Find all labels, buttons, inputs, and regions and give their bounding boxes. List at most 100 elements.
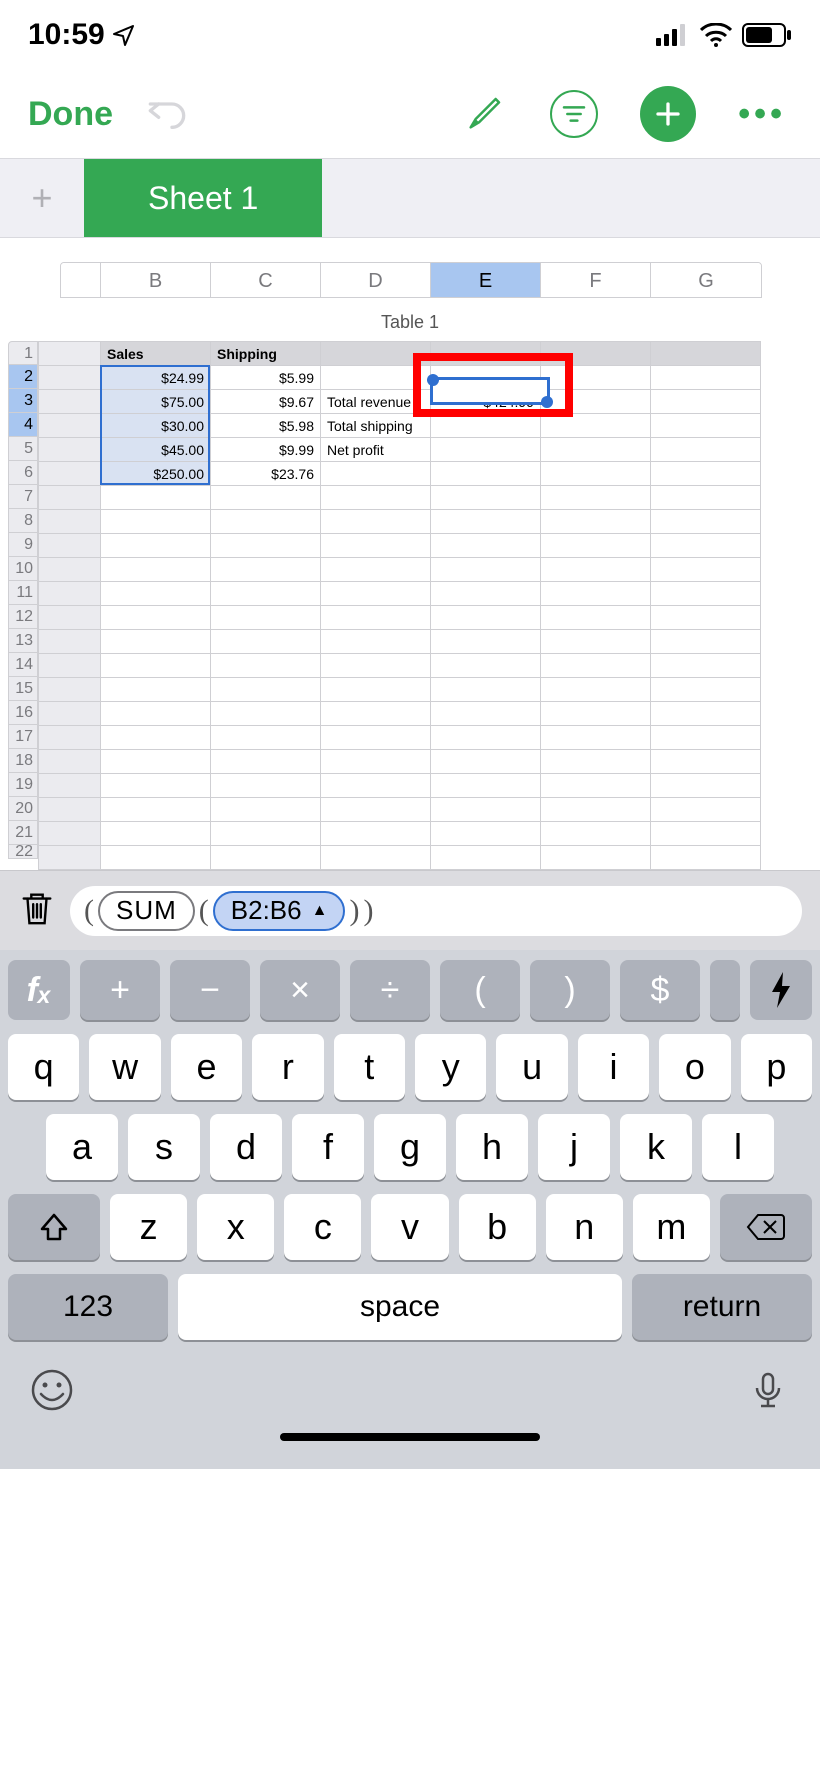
col-header-c[interactable]: C — [211, 263, 321, 297]
cell-e3[interactable]: $424.99 — [431, 390, 541, 414]
cell-d4[interactable]: Total shipping — [321, 414, 431, 438]
cell-c1[interactable]: Shipping — [211, 342, 321, 366]
row-header-4[interactable]: 4 — [8, 413, 38, 437]
emoji-key[interactable] — [30, 1368, 74, 1417]
op-dollar-key[interactable]: $ — [620, 960, 700, 1020]
key-a[interactable]: a — [46, 1114, 118, 1180]
quick-key[interactable] — [750, 960, 812, 1020]
cell-b1[interactable]: Sales — [101, 342, 211, 366]
cell-b5[interactable]: $45.00 — [101, 438, 211, 462]
key-q[interactable]: q — [8, 1034, 79, 1100]
key-p[interactable]: p — [741, 1034, 812, 1100]
row-header-18[interactable]: 18 — [8, 749, 38, 773]
undo-button[interactable] — [143, 90, 191, 138]
row-header-14[interactable]: 14 — [8, 653, 38, 677]
key-j[interactable]: j — [538, 1114, 610, 1180]
column-headers[interactable]: B C D E F G — [60, 262, 762, 298]
format-brush-icon[interactable] — [460, 90, 508, 138]
done-button[interactable]: Done — [28, 95, 113, 134]
row-header-15[interactable]: 15 — [8, 677, 38, 701]
spreadsheet-grid[interactable]: B C D E F G Table 1 1 2 3 4 5 6 7 8 9 10… — [0, 262, 820, 870]
key-u[interactable]: u — [496, 1034, 567, 1100]
op-rparen-key[interactable]: ) — [530, 960, 610, 1020]
row-header-2[interactable]: 2 — [8, 365, 38, 389]
key-e[interactable]: e — [171, 1034, 242, 1100]
key-m[interactable]: m — [633, 1194, 710, 1260]
dictation-key[interactable] — [746, 1368, 790, 1417]
row-header-19[interactable]: 19 — [8, 773, 38, 797]
row-header-20[interactable]: 20 — [8, 797, 38, 821]
space-key[interactable]: space — [178, 1274, 622, 1340]
cell-b2[interactable]: $24.99 — [101, 366, 211, 390]
key-y[interactable]: y — [415, 1034, 486, 1100]
key-v[interactable]: v — [371, 1194, 448, 1260]
col-header-b[interactable]: B — [101, 263, 211, 297]
row-headers[interactable]: 1 2 3 4 5 6 7 8 9 10 11 12 13 14 15 16 1… — [8, 341, 38, 870]
row-header-22[interactable]: 22 — [8, 845, 38, 859]
key-s[interactable]: s — [128, 1114, 200, 1180]
key-d[interactable]: d — [210, 1114, 282, 1180]
cells-table[interactable]: SalesShipping $24.99$5.99 $75.00$9.67Tot… — [38, 341, 761, 870]
cell-c6[interactable]: $23.76 — [211, 462, 321, 486]
col-header-f[interactable]: F — [541, 263, 651, 297]
formula-input[interactable]: ( SUM ( B2:B6 ▲ ) ) — [70, 886, 802, 936]
cell-b3[interactable]: $75.00 — [101, 390, 211, 414]
cell-c4[interactable]: $5.98 — [211, 414, 321, 438]
filter-icon[interactable] — [550, 90, 598, 138]
col-header-d[interactable]: D — [321, 263, 431, 297]
delete-formula-button[interactable] — [18, 889, 56, 932]
sheet-tab-1[interactable]: Sheet 1 — [84, 159, 322, 237]
key-c[interactable]: c — [284, 1194, 361, 1260]
row-header-13[interactable]: 13 — [8, 629, 38, 653]
op-minus-key[interactable]: − — [170, 960, 250, 1020]
row-header-11[interactable]: 11 — [8, 581, 38, 605]
backspace-key[interactable] — [720, 1194, 812, 1260]
row-header-1[interactable]: 1 — [8, 341, 38, 365]
add-button[interactable] — [640, 86, 696, 142]
home-indicator[interactable] — [280, 1433, 540, 1441]
key-f[interactable]: f — [292, 1114, 364, 1180]
row-header-7[interactable]: 7 — [8, 485, 38, 509]
shift-key[interactable] — [8, 1194, 100, 1260]
row-header-6[interactable]: 6 — [8, 461, 38, 485]
op-extra-key[interactable] — [710, 960, 740, 1020]
col-header-blank[interactable] — [61, 263, 101, 297]
key-i[interactable]: i — [578, 1034, 649, 1100]
key-z[interactable]: z — [110, 1194, 187, 1260]
row-header-21[interactable]: 21 — [8, 821, 38, 845]
op-divide-key[interactable]: ÷ — [350, 960, 430, 1020]
more-button[interactable]: ••• — [738, 95, 786, 134]
cell-c2[interactable]: $5.99 — [211, 366, 321, 390]
cell-b6[interactable]: $250.00 — [101, 462, 211, 486]
key-h[interactable]: h — [456, 1114, 528, 1180]
key-t[interactable]: t — [334, 1034, 405, 1100]
row-header-3[interactable]: 3 — [8, 389, 38, 413]
cell-d5[interactable]: Net profit — [321, 438, 431, 462]
key-x[interactable]: x — [197, 1194, 274, 1260]
row-header-16[interactable]: 16 — [8, 701, 38, 725]
row-header-8[interactable]: 8 — [8, 509, 38, 533]
op-lparen-key[interactable]: ( — [440, 960, 520, 1020]
row-header-5[interactable]: 5 — [8, 437, 38, 461]
cell-b4[interactable]: $30.00 — [101, 414, 211, 438]
row-header-10[interactable]: 10 — [8, 557, 38, 581]
op-times-key[interactable]: × — [260, 960, 340, 1020]
key-w[interactable]: w — [89, 1034, 160, 1100]
return-key[interactable]: return — [632, 1274, 812, 1340]
numeric-keyboard-key[interactable]: 123 — [8, 1274, 168, 1340]
cell-c5[interactable]: $9.99 — [211, 438, 321, 462]
row-header-9[interactable]: 9 — [8, 533, 38, 557]
formula-function[interactable]: SUM — [98, 891, 195, 931]
col-header-e[interactable]: E — [431, 263, 541, 297]
key-o[interactable]: o — [659, 1034, 730, 1100]
key-r[interactable]: r — [252, 1034, 323, 1100]
op-plus-key[interactable]: + — [80, 960, 160, 1020]
col-header-g[interactable]: G — [651, 263, 761, 297]
row-header-17[interactable]: 17 — [8, 725, 38, 749]
row-header-12[interactable]: 12 — [8, 605, 38, 629]
add-sheet-button[interactable]: + — [0, 159, 84, 237]
key-n[interactable]: n — [546, 1194, 623, 1260]
cell-d3[interactable]: Total revenue — [321, 390, 431, 414]
formula-reference[interactable]: B2:B6 ▲ — [213, 891, 346, 931]
key-l[interactable]: l — [702, 1114, 774, 1180]
